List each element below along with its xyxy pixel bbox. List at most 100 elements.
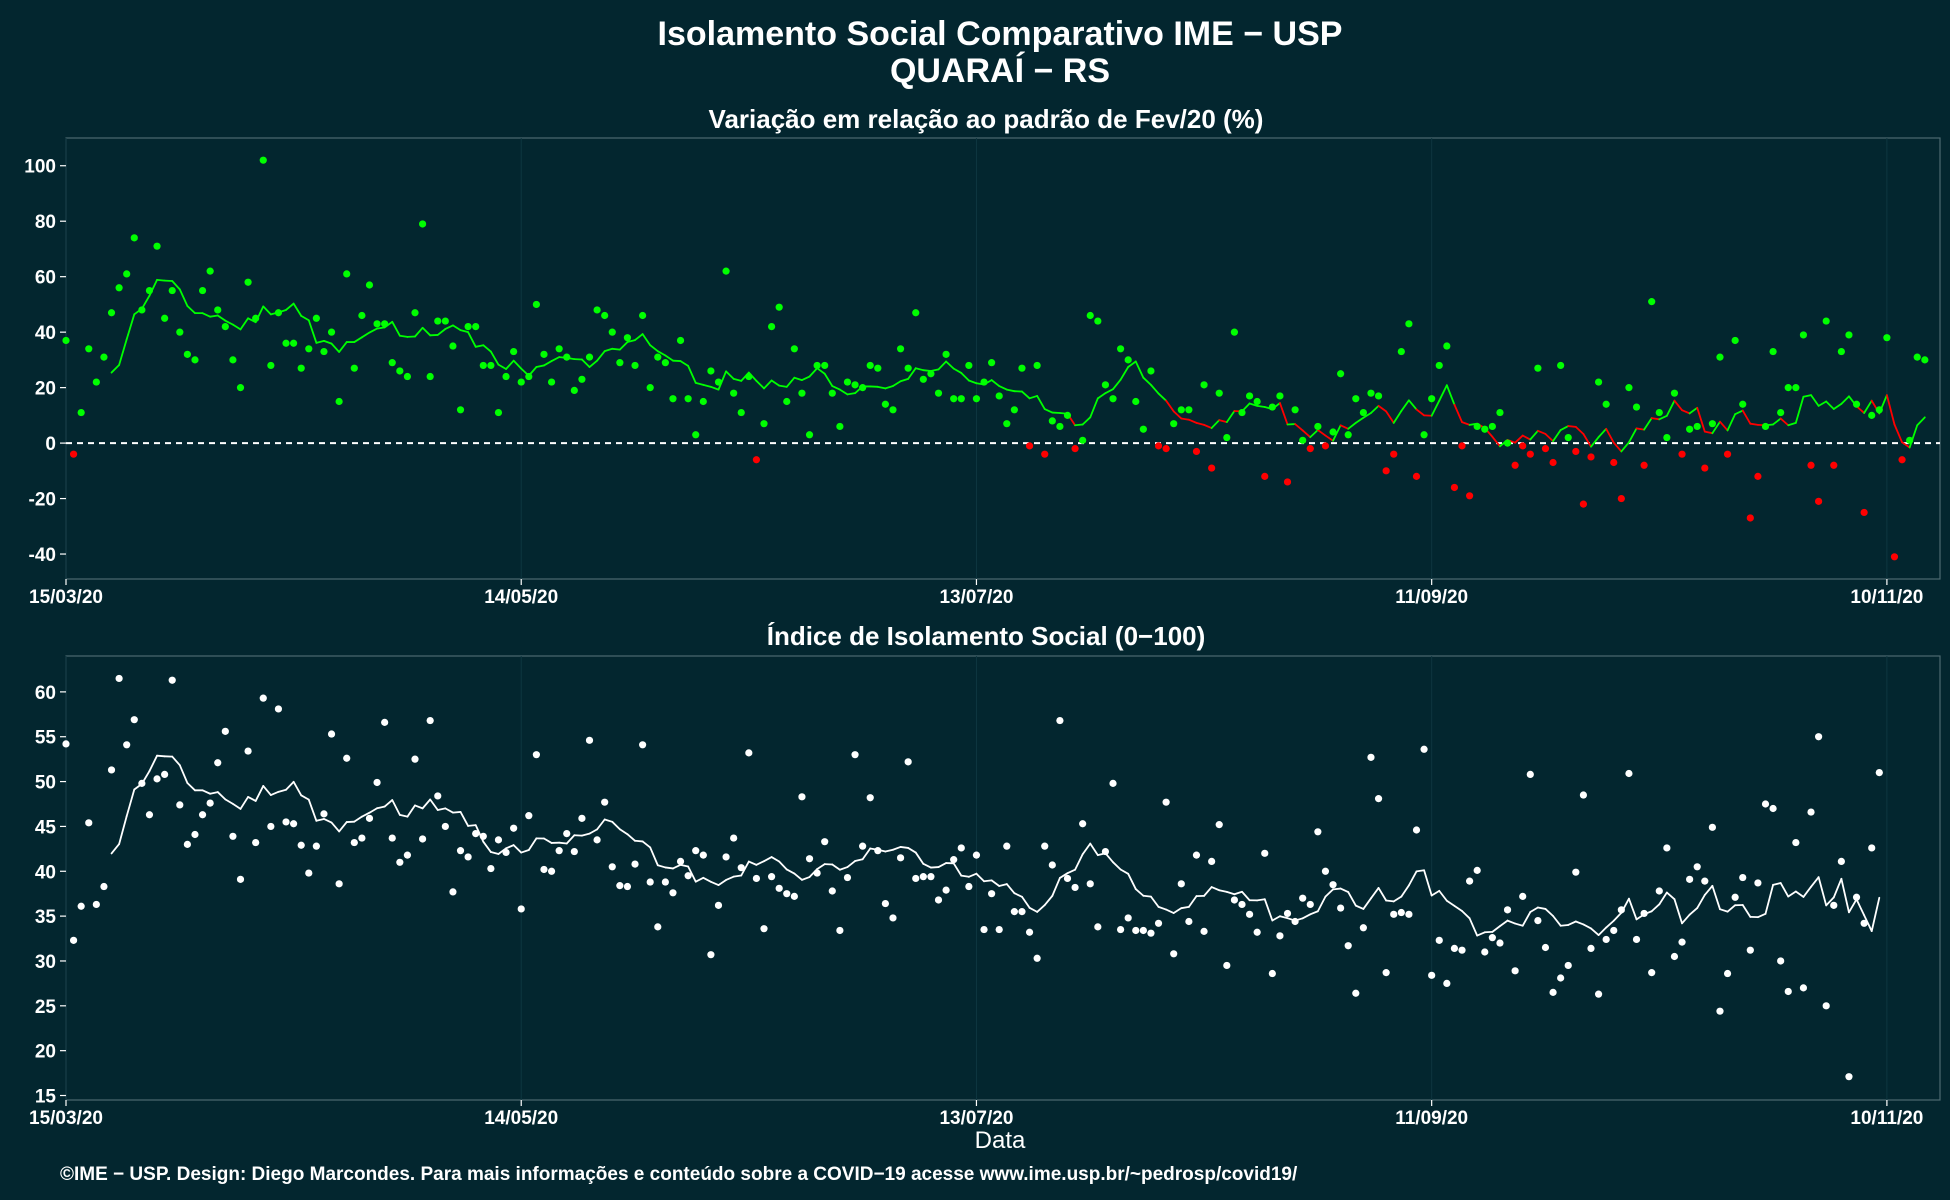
p2-data-point (912, 874, 920, 883)
p2-moving-average-segment (1719, 908, 1729, 913)
p1-moving-average-segment (1802, 394, 1812, 398)
p2-data-point (1594, 990, 1603, 998)
p1-moving-average-segment (1650, 417, 1661, 421)
p2-moving-average-segment (778, 860, 788, 871)
p2-moving-average-segment (603, 818, 614, 823)
p1-data-point (1321, 442, 1330, 450)
p1-moving-average-segment (1036, 395, 1046, 410)
p2-data-point (1830, 901, 1838, 909)
p2-moving-average-segment (360, 811, 371, 818)
p2-moving-average-segment (1309, 910, 1319, 916)
p1-moving-average-segment (1385, 410, 1395, 424)
p2-moving-average-segment (1514, 922, 1524, 927)
p2-data-point (510, 824, 518, 832)
p2-moving-average-segment (1066, 868, 1076, 875)
p2-data-point (1139, 926, 1147, 935)
p1-moving-average-segment (1074, 423, 1084, 427)
p2-moving-average-segment (353, 815, 363, 823)
p2-moving-average-segment (596, 818, 606, 831)
p1-x-tick-label: 13/07/20 (939, 587, 1013, 608)
p1-moving-average-segment (1514, 434, 1524, 444)
p2-data-point (1564, 961, 1572, 970)
p2-moving-average-segment (1263, 898, 1274, 922)
p1-data-point (639, 311, 647, 320)
p1-moving-average-segment (618, 341, 629, 351)
p2-data-point (1321, 867, 1330, 875)
p2-moving-average-segment (709, 880, 720, 887)
p2-moving-average-segment (1385, 899, 1395, 903)
p2-data-point (1731, 893, 1739, 901)
p2-moving-average-segment (1013, 892, 1023, 898)
p2-moving-average-segment (1233, 890, 1243, 896)
p1-moving-average-segment (1620, 441, 1630, 453)
p1-moving-average-segment (118, 338, 128, 366)
p2-data-point (798, 793, 806, 801)
p1-data-point (775, 303, 783, 311)
p1-moving-average-segment (1908, 424, 1919, 449)
p1-moving-average-segment (846, 392, 856, 396)
p2-data-point (654, 923, 662, 931)
p2-data-point (1815, 733, 1823, 741)
p2-data-point (684, 872, 692, 880)
p2-moving-average-segment (618, 828, 629, 836)
p1-data-point (1033, 361, 1041, 370)
p1-moving-average-segment (550, 356, 561, 362)
p1-moving-average-segment (1430, 399, 1441, 417)
p1-data-point (1139, 425, 1147, 433)
p2-data-point (1488, 934, 1496, 942)
p1-data-point (525, 372, 533, 381)
p1-moving-average-segment (1225, 410, 1236, 423)
p2-data-point (661, 878, 669, 886)
p1-moving-average-segment (323, 339, 333, 345)
p2-data-point (350, 838, 358, 847)
p2-moving-average-segment (1430, 889, 1441, 897)
p1-moving-average-segment (209, 314, 219, 318)
p2-moving-average-segment (1832, 877, 1843, 899)
p1-moving-average-segment (1150, 383, 1160, 395)
p2-data-point (934, 896, 943, 904)
p1-data-point (1299, 436, 1307, 444)
p1-moving-average-segment (588, 359, 598, 368)
p2-moving-average-segment (1400, 884, 1410, 898)
p1-moving-average-segment (1316, 429, 1327, 437)
p1-data-point (1071, 445, 1079, 453)
p1-data-point (866, 361, 874, 370)
p1-moving-average-segment (1180, 417, 1190, 421)
p2-moving-average-segment (1665, 891, 1676, 901)
p2-moving-average-segment (1559, 924, 1570, 927)
p2-moving-average-segment (649, 846, 659, 867)
p2-data-point (92, 900, 100, 909)
p2-moving-average-segment (588, 828, 598, 835)
p1-moving-average-segment (1559, 425, 1570, 431)
p1-data-point (221, 323, 229, 331)
p2-data-point (623, 882, 632, 891)
p1-data-point (1094, 317, 1102, 325)
p2-data-point (904, 758, 912, 766)
p2-moving-average-segment (1544, 908, 1554, 917)
p2-moving-average-segment (1612, 911, 1623, 922)
p2-data-point (1154, 919, 1163, 927)
p1-moving-average-segment (1605, 427, 1615, 444)
p2-data-point (730, 834, 738, 842)
p1-data-point (1610, 458, 1618, 467)
p2-data-point (479, 832, 487, 840)
p2-data-point (570, 847, 578, 856)
p2-moving-average-segment (581, 832, 591, 837)
p2-data-point (608, 863, 616, 871)
p2-data-point (745, 749, 753, 757)
p2-moving-average-segment (247, 796, 257, 802)
p1-data-point (623, 334, 632, 342)
p1-moving-average-segment (1901, 441, 1911, 449)
p1-data-point (874, 364, 882, 372)
p1-moving-average-segment (543, 360, 553, 367)
p2-data-point (1405, 910, 1413, 918)
p1-data-point (1185, 406, 1193, 414)
p1-moving-average-segment (1597, 427, 1608, 439)
p1-data-point (547, 378, 556, 386)
p2-data-point (957, 844, 965, 852)
p2-moving-average-segment (1362, 897, 1372, 910)
p2-data-point (426, 716, 434, 725)
p2-data-point (965, 882, 973, 891)
p2-moving-average-segment (186, 782, 196, 792)
p2-moving-average-segment (838, 866, 849, 871)
